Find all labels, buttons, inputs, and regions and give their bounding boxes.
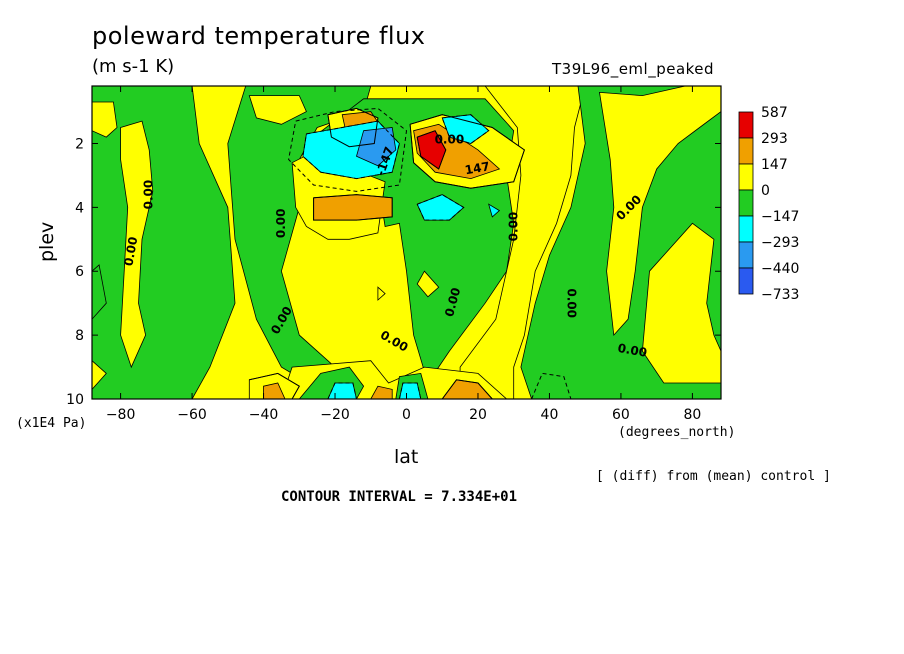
legend-level-label: −293: [761, 235, 799, 251]
x-tick-label: 60: [612, 407, 630, 423]
positive-contour-line: [416, 130, 447, 170]
chart-units: (m s-1 K): [92, 56, 175, 77]
legend-level-label: −147: [761, 209, 799, 225]
contour-field: [92, 86, 721, 399]
legend-level-label: 147: [761, 157, 788, 173]
contour-value-label: 0.00: [274, 209, 288, 239]
run-label: T39L96_eml_peaked: [552, 60, 715, 78]
x-tick-label: −40: [249, 407, 279, 423]
x-tick-label: 40: [541, 407, 559, 423]
contour-region: [641, 222, 721, 384]
legend-level-label: −733: [761, 287, 799, 303]
legend-swatch: [738, 163, 754, 191]
contour-value-label: 0.00: [142, 180, 156, 210]
negative-contour-line: [441, 114, 490, 145]
y-axis-label: plev: [36, 221, 58, 262]
contour-value-label: 0.00: [617, 341, 649, 360]
legend-swatch: [738, 215, 754, 243]
legend-swatch: [738, 241, 754, 269]
y-tick-label: 2: [75, 136, 84, 152]
positive-contour-line: [313, 194, 393, 221]
x-axis-units: (degrees_north): [618, 425, 736, 440]
contour-region: [398, 382, 422, 399]
negative-contour-line: [531, 372, 572, 399]
y-tick-label: 8: [75, 328, 84, 344]
diff-note: [ (diff) from (mean) control ]: [596, 469, 831, 484]
contour-region: [488, 203, 501, 218]
color-legend: 587 293 147 0 −147 −293 −440 −733: [738, 105, 799, 303]
y-tick-label: 4: [75, 200, 84, 216]
negative-contour-line: [327, 382, 357, 399]
contour-value-label: 0.00: [506, 212, 520, 242]
legend-level-label: 293: [761, 131, 788, 147]
x-tick-label: −80: [106, 407, 136, 423]
positive-contour-line: [327, 107, 379, 148]
contour-region: [92, 264, 107, 320]
y-tick-label: 6: [75, 264, 84, 280]
legend-level-label: 0: [761, 183, 770, 199]
contour-value-label: 147: [464, 159, 491, 177]
legend-swatch: [738, 137, 754, 165]
legend-swatch: [738, 189, 754, 217]
contour-region: [248, 95, 307, 125]
positive-contour-line: [441, 379, 493, 399]
negative-contour-line: [302, 120, 400, 180]
x-tick-label: 0: [402, 407, 411, 423]
legend-swatch: [738, 111, 754, 139]
contour-interval: CONTOUR INTERVAL = 7.334E+01: [281, 489, 518, 505]
contour-region: [416, 270, 440, 298]
contour-lines: [249, 107, 572, 399]
contour-value-label: 0.00: [435, 132, 465, 146]
contour-region: [92, 360, 107, 391]
y-axis-units: (x1E4 Pa): [16, 416, 87, 431]
positive-contour-line: [249, 372, 300, 399]
contour-region: [377, 286, 386, 301]
contour-region: [356, 127, 397, 167]
negative-contour-line: [416, 194, 465, 221]
contour-region: [370, 385, 393, 399]
legend-swatch: [738, 267, 754, 295]
contour-region: [120, 120, 154, 369]
legend-level-label: −440: [761, 261, 799, 277]
y-tick-label: 10: [66, 392, 84, 408]
contour-region: [92, 101, 118, 138]
contour-region: [313, 194, 393, 221]
contour-value-label: 0.00: [564, 288, 578, 318]
x-tick-label: 80: [683, 407, 701, 423]
chart-title: poleward temperature flux: [92, 22, 426, 50]
contour-region: [599, 86, 721, 337]
x-axis-label: lat: [394, 446, 419, 468]
x-tick-label: −60: [177, 407, 207, 423]
positive-contour-line: [409, 114, 525, 189]
y-axis: 2 4 6 8 10: [66, 136, 721, 408]
contour-value-label: 0.00: [121, 236, 140, 268]
x-tick-label: −20: [320, 407, 350, 423]
x-tick-label: 20: [469, 407, 487, 423]
x-axis: −80 −60 −40 −20 0 20 40 60 80: [106, 86, 701, 423]
contour-region: [459, 86, 586, 399]
negative-contour-line: [398, 382, 422, 399]
legend-level-label: 587: [761, 105, 788, 121]
